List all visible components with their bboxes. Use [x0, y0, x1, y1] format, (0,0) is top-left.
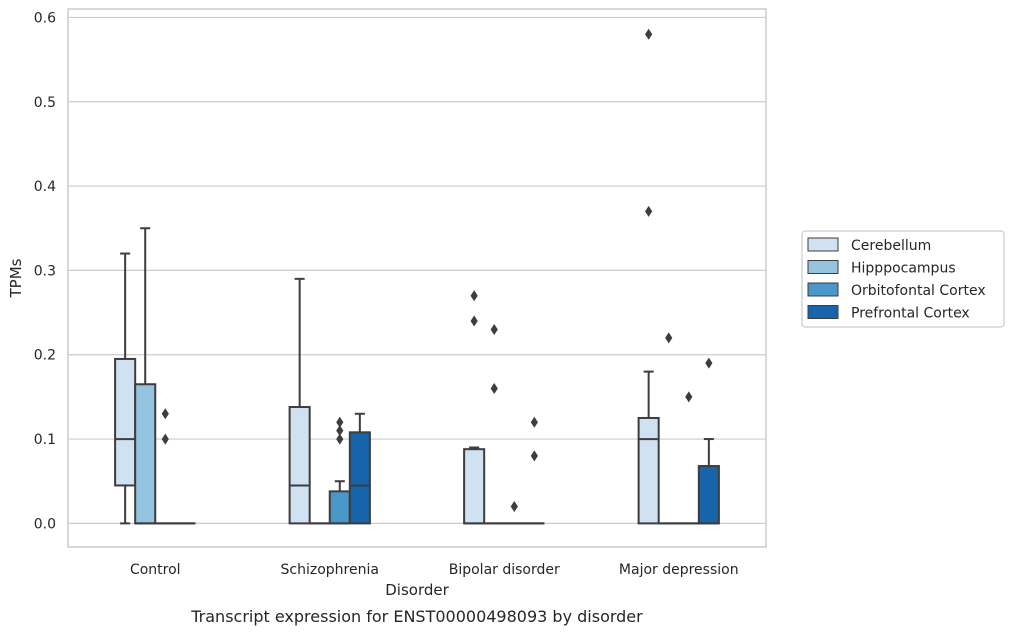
box-group [658, 332, 679, 525]
x-tick-labels: Control Schizophrenia Bipolar disorder Majo… [130, 562, 739, 578]
outlier-point [336, 416, 344, 428]
box-group [155, 408, 176, 525]
outlier-point [470, 315, 478, 327]
box [328, 490, 351, 525]
legend-swatch [807, 237, 839, 252]
y-tick-label: 0.6 [34, 10, 56, 26]
box [463, 448, 486, 525]
legend-frame [801, 230, 1005, 328]
box-group [288, 277, 311, 525]
outlier-point [645, 28, 653, 40]
legend-item: Cerebellum [807, 237, 931, 254]
x-tick-label: Bipolar disorder [449, 562, 560, 578]
y-axis-label: TPMs [7, 258, 25, 298]
boxes-layer [114, 28, 720, 525]
outlier-point [470, 290, 478, 302]
x-tick-label: Control [130, 562, 181, 578]
x-tick-label: Schizophrenia [281, 562, 379, 578]
y-tick-label: 0.1 [34, 432, 56, 448]
legend-label: Prefrontal Cortex [851, 306, 970, 322]
box [288, 406, 311, 525]
legend: Cerebellum Hipppocampus Orbitofontal Corte… [801, 230, 1005, 328]
box-group [328, 416, 351, 525]
box-group [463, 290, 486, 525]
legend-label: Cerebellum [851, 238, 931, 254]
outlier-point [490, 382, 498, 394]
plot-frame [67, 8, 767, 548]
y-tick-label: 0.0 [34, 516, 56, 532]
box [637, 416, 660, 525]
outlier-point [490, 323, 498, 335]
legend-item: Hipppocampus [807, 260, 956, 277]
outlier-point [336, 425, 344, 437]
y-tick-label: 0.2 [34, 348, 56, 364]
y-tick-label: 0.3 [34, 263, 56, 279]
box-group [134, 227, 157, 525]
legend-swatch [807, 282, 839, 297]
legend-label: Orbitofontal Cortex [851, 283, 986, 299]
outlier-point [705, 357, 713, 369]
box [348, 431, 371, 525]
outlier-point [161, 433, 169, 445]
outlier-point [645, 205, 653, 217]
chart-caption: Transcript expression for ENST0000049809… [190, 607, 643, 626]
box [134, 383, 157, 525]
outlier-point [530, 416, 538, 428]
outlier-point [685, 391, 693, 403]
box-group [348, 412, 371, 525]
y-tick-labels: 0.0 0.1 0.2 0.3 0.4 0.5 0.6 [34, 10, 56, 532]
outlier-point [665, 332, 673, 344]
x-axis-label: Disorder [385, 581, 449, 599]
legend-swatch [807, 305, 839, 319]
outlier-point [510, 501, 518, 513]
legend-item: Orbitofontal Cortex [807, 282, 986, 299]
x-tick-label: Major depression [619, 562, 739, 578]
y-tick-label: 0.5 [34, 95, 56, 111]
box-group [678, 391, 699, 525]
box [697, 465, 720, 525]
box-group [484, 323, 505, 525]
y-tick-label: 0.4 [34, 179, 56, 195]
box-group [504, 501, 525, 525]
outlier-point [161, 408, 169, 420]
box-group [637, 28, 660, 525]
box-group [697, 357, 720, 525]
legend-label: Hipppocampus [851, 261, 956, 277]
box-group [524, 416, 545, 525]
legend-swatch [807, 260, 839, 274]
outlier-point [530, 450, 538, 462]
outlier-point [336, 433, 344, 445]
box [114, 357, 137, 487]
legend-item: Prefrontal Cortex [807, 305, 970, 322]
